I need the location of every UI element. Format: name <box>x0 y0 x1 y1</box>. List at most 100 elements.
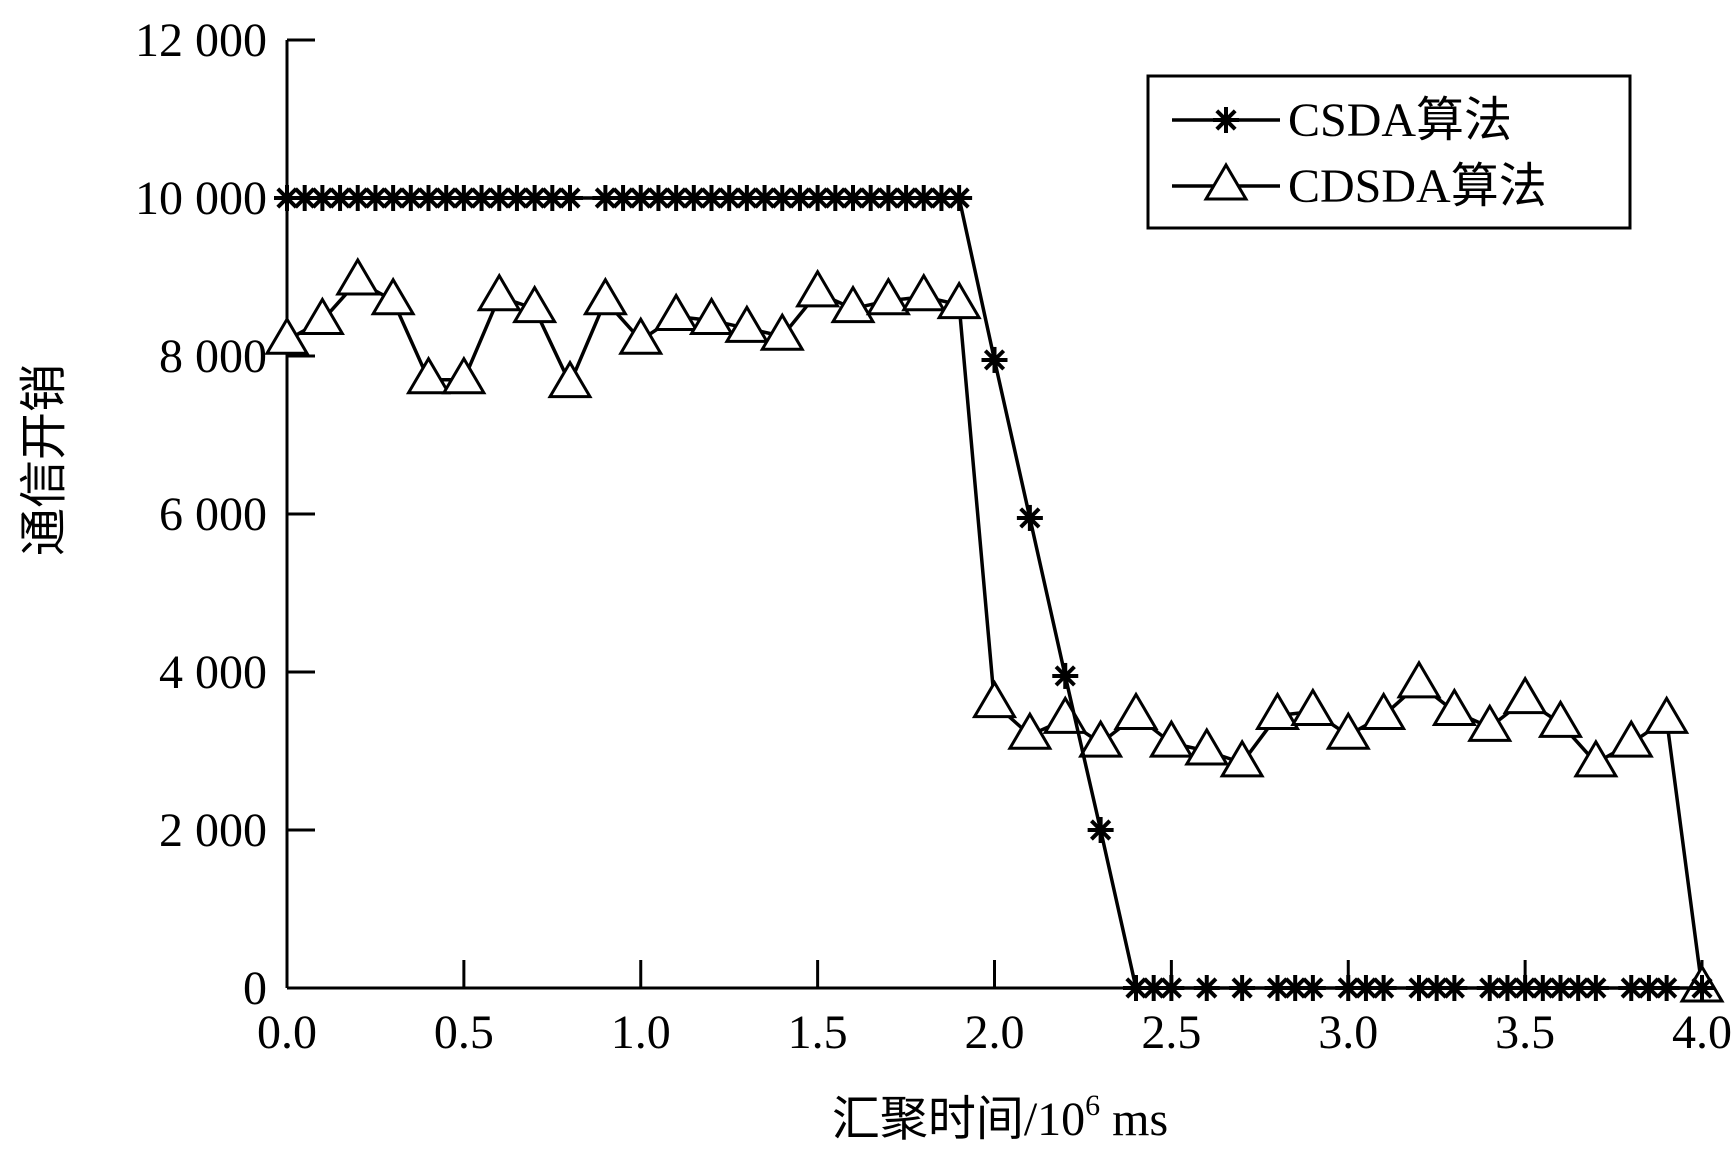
data-point <box>1042 695 1088 734</box>
data-point <box>946 185 973 211</box>
data-point <box>1582 975 1609 1001</box>
x-axis-label-exponent: 6 <box>1085 1089 1100 1122</box>
data-point <box>1193 975 1220 1001</box>
data-point <box>1016 504 1043 531</box>
y-tick-label: 4 000 <box>159 646 267 699</box>
x-tick-label: 3.5 <box>1495 1006 1555 1059</box>
data-point <box>512 284 558 324</box>
x-tick-label: 3.0 <box>1318 1006 1378 1059</box>
data-point <box>503 185 530 211</box>
data-point <box>971 679 1018 719</box>
data-point <box>557 185 583 211</box>
data-point <box>582 276 628 316</box>
x-axis-label-main: 汇聚时间/10 <box>832 1093 1085 1146</box>
data-point <box>645 185 672 211</box>
x-tick-label: 1.5 <box>788 1006 848 1059</box>
data-point <box>1653 975 1680 1001</box>
data-point <box>1007 711 1053 750</box>
x-tick-label: 0.5 <box>434 1006 494 1059</box>
y-tick-label: 12 000 <box>135 14 267 67</box>
data-point <box>724 304 770 343</box>
data-point <box>653 292 699 332</box>
legend-marker <box>1203 162 1249 201</box>
legend-marker <box>1213 107 1239 133</box>
y-tick-label: 6 000 <box>159 488 267 541</box>
data-point <box>830 284 876 324</box>
data-point <box>415 185 442 211</box>
data-point <box>1467 703 1513 742</box>
data-point <box>751 185 778 211</box>
x-axis-label: 汇聚时间/106 ms <box>832 1089 1168 1146</box>
series-layer <box>264 185 1725 1003</box>
data-point <box>1396 659 1442 699</box>
legend-entry: CSDA算法 <box>1172 94 1512 147</box>
data-point <box>901 272 947 312</box>
data-point <box>1254 691 1301 730</box>
data-point <box>1502 675 1548 715</box>
data-point <box>291 185 318 211</box>
axes: 0 2 000 4 000 6 000 8 000 10 000 12 000 0.0 0.5 1… <box>135 14 1732 1059</box>
data-point <box>618 316 664 355</box>
data-point <box>627 185 654 211</box>
data-point <box>370 276 416 316</box>
data-point <box>1573 738 1619 778</box>
data-point <box>1299 975 1326 1001</box>
x-tick-label: 1.0 <box>611 1006 671 1059</box>
y-tick-label: 0 <box>243 962 267 1015</box>
x-tick-label: 2.5 <box>1141 1006 1201 1059</box>
series-line <box>287 196 1702 990</box>
series-csda <box>274 185 1715 1001</box>
series-cdsda <box>264 256 1725 1003</box>
data-point <box>335 256 381 296</box>
data-point <box>1335 975 1362 1001</box>
data-point <box>1229 975 1256 1001</box>
data-point <box>795 268 841 308</box>
data-point <box>299 296 345 335</box>
data-point <box>1431 687 1477 727</box>
data-point <box>1361 691 1407 730</box>
data-point <box>893 185 920 211</box>
data-point <box>441 355 487 395</box>
data-point <box>680 185 707 211</box>
data-point <box>936 280 982 320</box>
data-point <box>1184 727 1230 766</box>
legend-label: CDSDA算法 <box>1288 160 1547 213</box>
data-point <box>1608 719 1654 758</box>
data-point <box>1087 817 1114 843</box>
data-point <box>1537 699 1584 738</box>
legend-label: CSDA算法 <box>1288 94 1512 147</box>
data-point <box>786 185 813 211</box>
x-tick-label: 4.0 <box>1672 1006 1732 1059</box>
y-axis-label: 通信开销 <box>18 364 71 556</box>
data-point <box>759 312 805 351</box>
data-point <box>1644 695 1690 734</box>
data-point <box>1148 719 1194 758</box>
data-point <box>1370 975 1397 1001</box>
data-point <box>1325 711 1371 750</box>
data-point <box>688 296 735 335</box>
data-point <box>1078 719 1124 758</box>
data-point <box>981 346 1008 373</box>
data-point <box>1219 738 1265 778</box>
data-point <box>1113 691 1159 730</box>
data-point <box>405 355 452 395</box>
data-point <box>1290 687 1336 727</box>
x-axis-label-unit: ms <box>1100 1093 1168 1146</box>
data-point <box>1689 975 1715 1001</box>
x-tick-label: 2.0 <box>965 1006 1025 1059</box>
data-point <box>1052 662 1079 689</box>
y-tick-label: 10 000 <box>135 172 267 225</box>
y-tick-label: 2 000 <box>159 804 267 857</box>
data-point <box>380 185 407 211</box>
legend: CSDA算法 CDSDA算法 <box>1146 74 1632 230</box>
data-point <box>476 272 522 312</box>
legend-box <box>1146 74 1632 230</box>
legend-entry: CDSDA算法 <box>1172 160 1547 213</box>
data-point <box>1441 975 1468 1001</box>
data-point <box>663 185 690 211</box>
series-line <box>286 279 1704 989</box>
x-tick-label: 0.0 <box>257 1006 317 1059</box>
data-point <box>1635 975 1662 1001</box>
